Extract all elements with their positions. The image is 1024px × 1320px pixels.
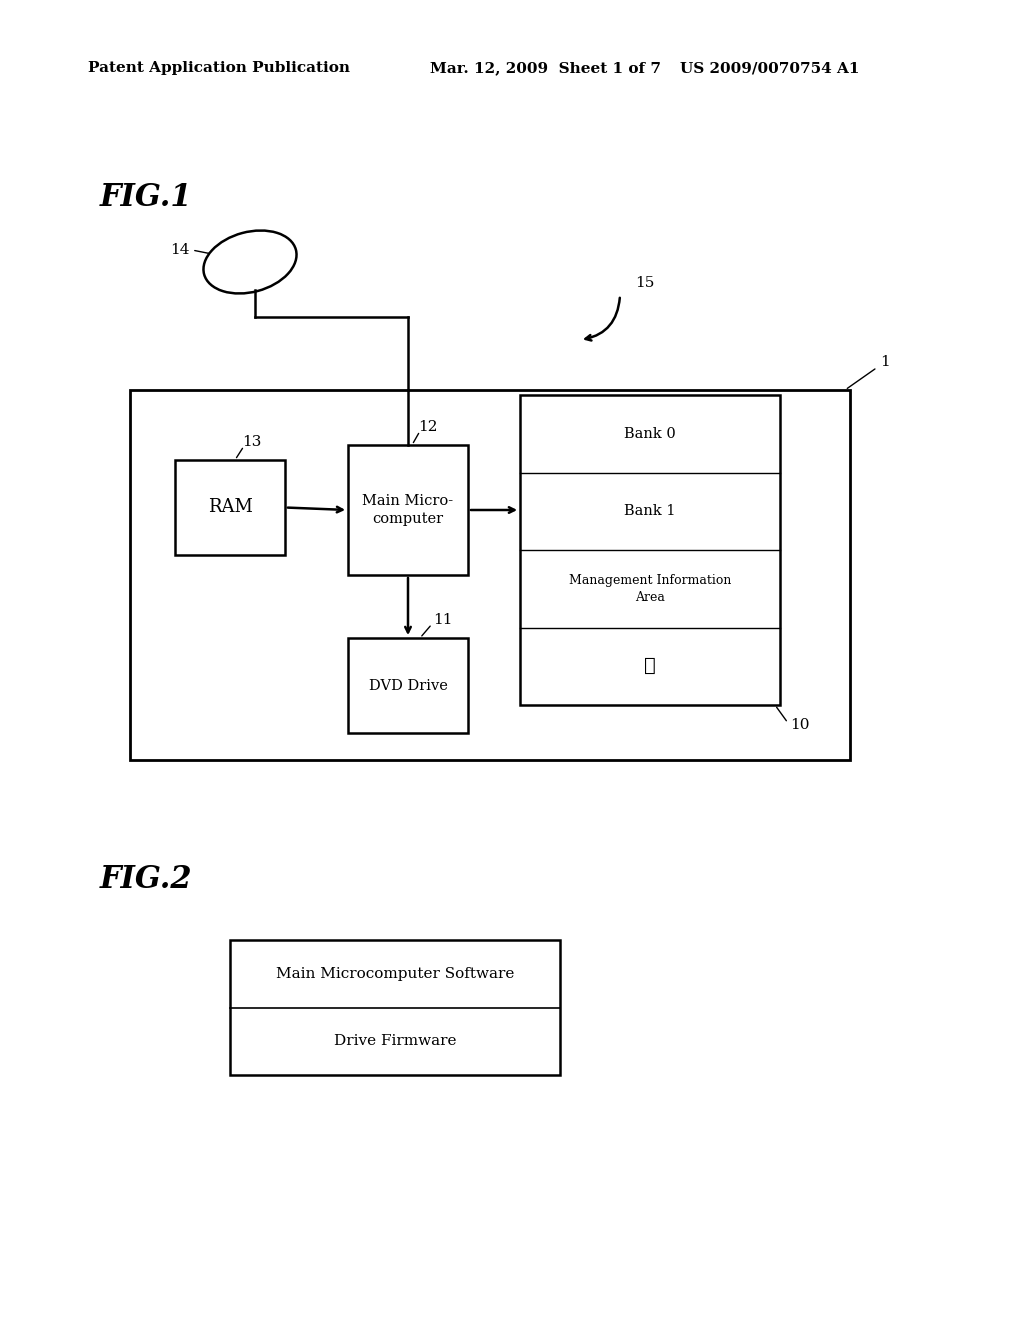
Text: Bank 1: Bank 1	[625, 504, 676, 519]
Text: Main Micro-
computer: Main Micro- computer	[362, 494, 454, 527]
Ellipse shape	[204, 231, 297, 293]
Text: Bank 0: Bank 0	[624, 426, 676, 441]
Bar	[130, 389, 850, 760]
Bar	[520, 395, 780, 705]
Text: RAM: RAM	[208, 499, 253, 516]
Text: FIG.2: FIG.2	[100, 865, 193, 895]
Text: Drive Firmware: Drive Firmware	[334, 1035, 457, 1048]
Text: 13: 13	[242, 436, 261, 449]
Bar	[175, 459, 285, 554]
Text: Main Microcomputer Software: Main Microcomputer Software	[275, 966, 514, 981]
Text: DVD Drive: DVD Drive	[369, 678, 447, 693]
Text: ⋮: ⋮	[644, 657, 656, 676]
Text: 12: 12	[418, 420, 437, 434]
Text: Patent Application Publication: Patent Application Publication	[88, 61, 350, 75]
Text: US 2009/0070754 A1: US 2009/0070754 A1	[680, 61, 859, 75]
Text: 15: 15	[635, 276, 654, 290]
Bar	[348, 445, 468, 576]
Text: Management Information
Area: Management Information Area	[568, 574, 731, 603]
Text: 14: 14	[171, 243, 190, 257]
Text: 1: 1	[847, 355, 890, 388]
Text: Mar. 12, 2009  Sheet 1 of 7: Mar. 12, 2009 Sheet 1 of 7	[430, 61, 662, 75]
Text: 10: 10	[790, 718, 810, 733]
Text: 11: 11	[433, 612, 453, 627]
Bar	[230, 940, 560, 1074]
Text: FIG.1: FIG.1	[100, 182, 193, 214]
Bar	[348, 638, 468, 733]
